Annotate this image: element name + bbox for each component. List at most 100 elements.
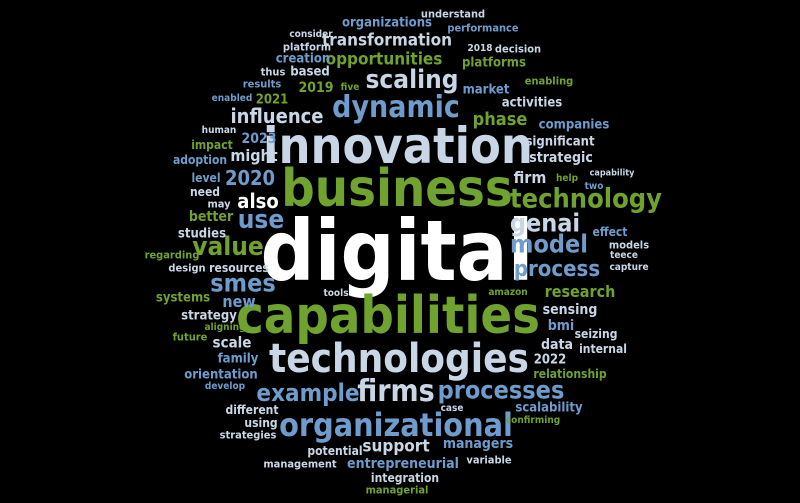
word-capability: capability — [589, 168, 635, 179]
word-strategies: strategies — [219, 428, 277, 442]
word-teece: teece — [610, 250, 638, 261]
word-managers: managers — [442, 436, 514, 452]
word-2021: 2021 — [255, 92, 289, 108]
word-regarding: regarding — [144, 248, 200, 262]
word-resources: resources — [209, 261, 269, 275]
word-transformation: transformation — [321, 30, 453, 51]
word-case: case — [440, 403, 464, 414]
word-different: different — [225, 403, 279, 417]
word-impact: impact — [191, 138, 233, 152]
word-smes: smes — [210, 268, 276, 298]
word-creation: creation — [275, 51, 331, 67]
word-may: may — [207, 197, 231, 211]
word-entrepreneurial: entrepreneurial — [347, 456, 459, 472]
word-2020: 2020 — [224, 166, 276, 190]
word-phase: phase — [472, 109, 528, 130]
word-capture: capture — [609, 262, 649, 273]
word-based: based — [290, 64, 330, 80]
word-model: model — [510, 229, 588, 259]
word-genai: genai — [509, 208, 581, 238]
word-digital: digital — [260, 202, 534, 300]
word-example: example — [256, 379, 360, 407]
word-confirming: confirming — [505, 415, 561, 426]
word-new: new — [222, 292, 256, 311]
word-2023: 2023 — [241, 131, 277, 147]
word-platforms: platforms — [462, 55, 526, 71]
word-help: help — [555, 173, 579, 184]
word-future: future — [172, 330, 208, 344]
word-organizations: organizations — [341, 15, 433, 31]
word-value: value — [192, 232, 264, 262]
word-activities: activities — [501, 95, 563, 111]
word-decision: decision — [494, 42, 542, 56]
word-scaling: scaling — [365, 65, 459, 95]
word-orientation: orientation — [184, 367, 258, 383]
word-also: also — [237, 189, 279, 213]
word-understand: understand — [420, 7, 486, 21]
word-influence: influence — [230, 104, 324, 128]
word-effect: effect — [592, 225, 628, 239]
word-innovation: innovation — [263, 117, 533, 175]
word-support: support — [362, 436, 430, 457]
word-results: results — [242, 77, 282, 91]
word-potential: potential — [307, 444, 363, 458]
word-significant: significant — [525, 134, 595, 150]
word-dynamic: dynamic — [332, 90, 460, 125]
word-scale: scale — [212, 333, 252, 352]
word-firm: firm — [513, 168, 547, 187]
word-business: business — [281, 159, 513, 219]
word-need: need — [189, 185, 221, 199]
word-2018: 2018 — [467, 43, 493, 54]
word-enabled: enabled — [211, 93, 253, 104]
word-management: management — [263, 457, 337, 471]
word-using: using — [244, 416, 278, 430]
word-bmi: bmi — [547, 318, 575, 334]
word-design: design — [168, 261, 206, 275]
word-performance: performance — [447, 21, 519, 35]
word-research: research — [544, 282, 616, 301]
word-consider: consider — [289, 29, 333, 40]
word-internal: internal — [579, 342, 627, 356]
word-managerial: managerial — [365, 483, 429, 497]
word-organizational: organizational — [279, 406, 513, 444]
word-process: process — [513, 257, 601, 282]
word-data: data — [540, 337, 574, 353]
word-capabilities: capabilities — [236, 286, 540, 346]
word-use: use — [237, 205, 285, 235]
word-models: models — [608, 238, 650, 252]
word-thus: thus — [260, 65, 286, 79]
word-scalability: scalability — [515, 400, 583, 416]
word-adoption: adoption — [172, 153, 228, 167]
word-level: level — [191, 171, 221, 185]
word-five: five — [340, 82, 360, 93]
word-systems: systems — [155, 290, 211, 306]
word-seizing: seizing — [574, 327, 618, 341]
word-processes: processes — [437, 375, 565, 405]
word-better: better — [188, 209, 234, 225]
word-2022: 2022 — [533, 352, 567, 368]
word-two: two — [584, 181, 604, 192]
word-opportunities: opportunities — [325, 49, 443, 70]
word-might: might — [230, 146, 278, 165]
word-firms: firms — [357, 374, 435, 409]
word-relationship: relationship — [533, 367, 607, 381]
word-integration: integration — [370, 471, 440, 485]
word-platform: platform — [282, 40, 332, 54]
word-technologies: technologies — [269, 336, 529, 382]
word-enabling: enabling — [524, 74, 574, 88]
word-sensing: sensing — [542, 302, 598, 318]
word-studies: studies — [177, 226, 227, 242]
word-technology: technology — [509, 183, 663, 215]
word-tools: tools — [323, 288, 349, 299]
word-2019: 2019 — [298, 80, 334, 96]
word-human: human — [201, 125, 237, 136]
word-family: family — [217, 351, 259, 367]
word-market: market — [462, 82, 510, 98]
word-companies: companies — [538, 117, 610, 133]
word-aligning: aligning — [204, 322, 246, 333]
word-strategic: strategic — [529, 150, 593, 166]
word-strategy: strategy — [181, 308, 237, 324]
word-develop: develop — [204, 381, 246, 392]
word-variable: variable — [466, 453, 512, 467]
